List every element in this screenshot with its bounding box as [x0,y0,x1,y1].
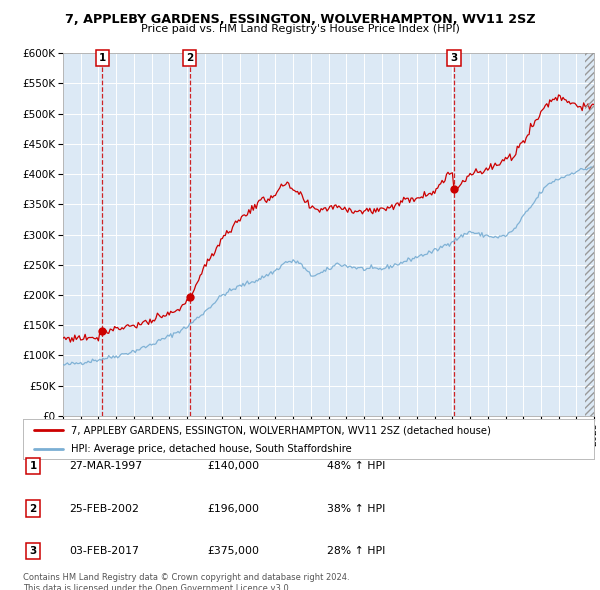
Text: 7, APPLEBY GARDENS, ESSINGTON, WOLVERHAMPTON, WV11 2SZ (detached house): 7, APPLEBY GARDENS, ESSINGTON, WOLVERHAM… [71,425,491,435]
Text: 25-FEB-2002: 25-FEB-2002 [69,504,139,513]
Text: 7, APPLEBY GARDENS, ESSINGTON, WOLVERHAMPTON, WV11 2SZ: 7, APPLEBY GARDENS, ESSINGTON, WOLVERHAM… [65,13,535,26]
Text: HPI: Average price, detached house, South Staffordshire: HPI: Average price, detached house, Sout… [71,444,352,454]
Text: 27-MAR-1997: 27-MAR-1997 [69,461,142,471]
Text: £196,000: £196,000 [207,504,259,513]
Text: 3: 3 [451,53,458,63]
Text: 2: 2 [29,504,37,513]
Text: £375,000: £375,000 [207,546,259,556]
Text: 2: 2 [186,53,193,63]
Text: 48% ↑ HPI: 48% ↑ HPI [327,461,385,471]
Text: £140,000: £140,000 [207,461,259,471]
Text: 3: 3 [29,546,37,556]
Text: Price paid vs. HM Land Registry's House Price Index (HPI): Price paid vs. HM Land Registry's House … [140,24,460,34]
Text: 38% ↑ HPI: 38% ↑ HPI [327,504,385,513]
Text: 28% ↑ HPI: 28% ↑ HPI [327,546,385,556]
Text: 03-FEB-2017: 03-FEB-2017 [69,546,139,556]
Text: Contains HM Land Registry data © Crown copyright and database right 2024.
This d: Contains HM Land Registry data © Crown c… [23,573,349,590]
Text: 1: 1 [99,53,106,63]
Text: 1: 1 [29,461,37,471]
